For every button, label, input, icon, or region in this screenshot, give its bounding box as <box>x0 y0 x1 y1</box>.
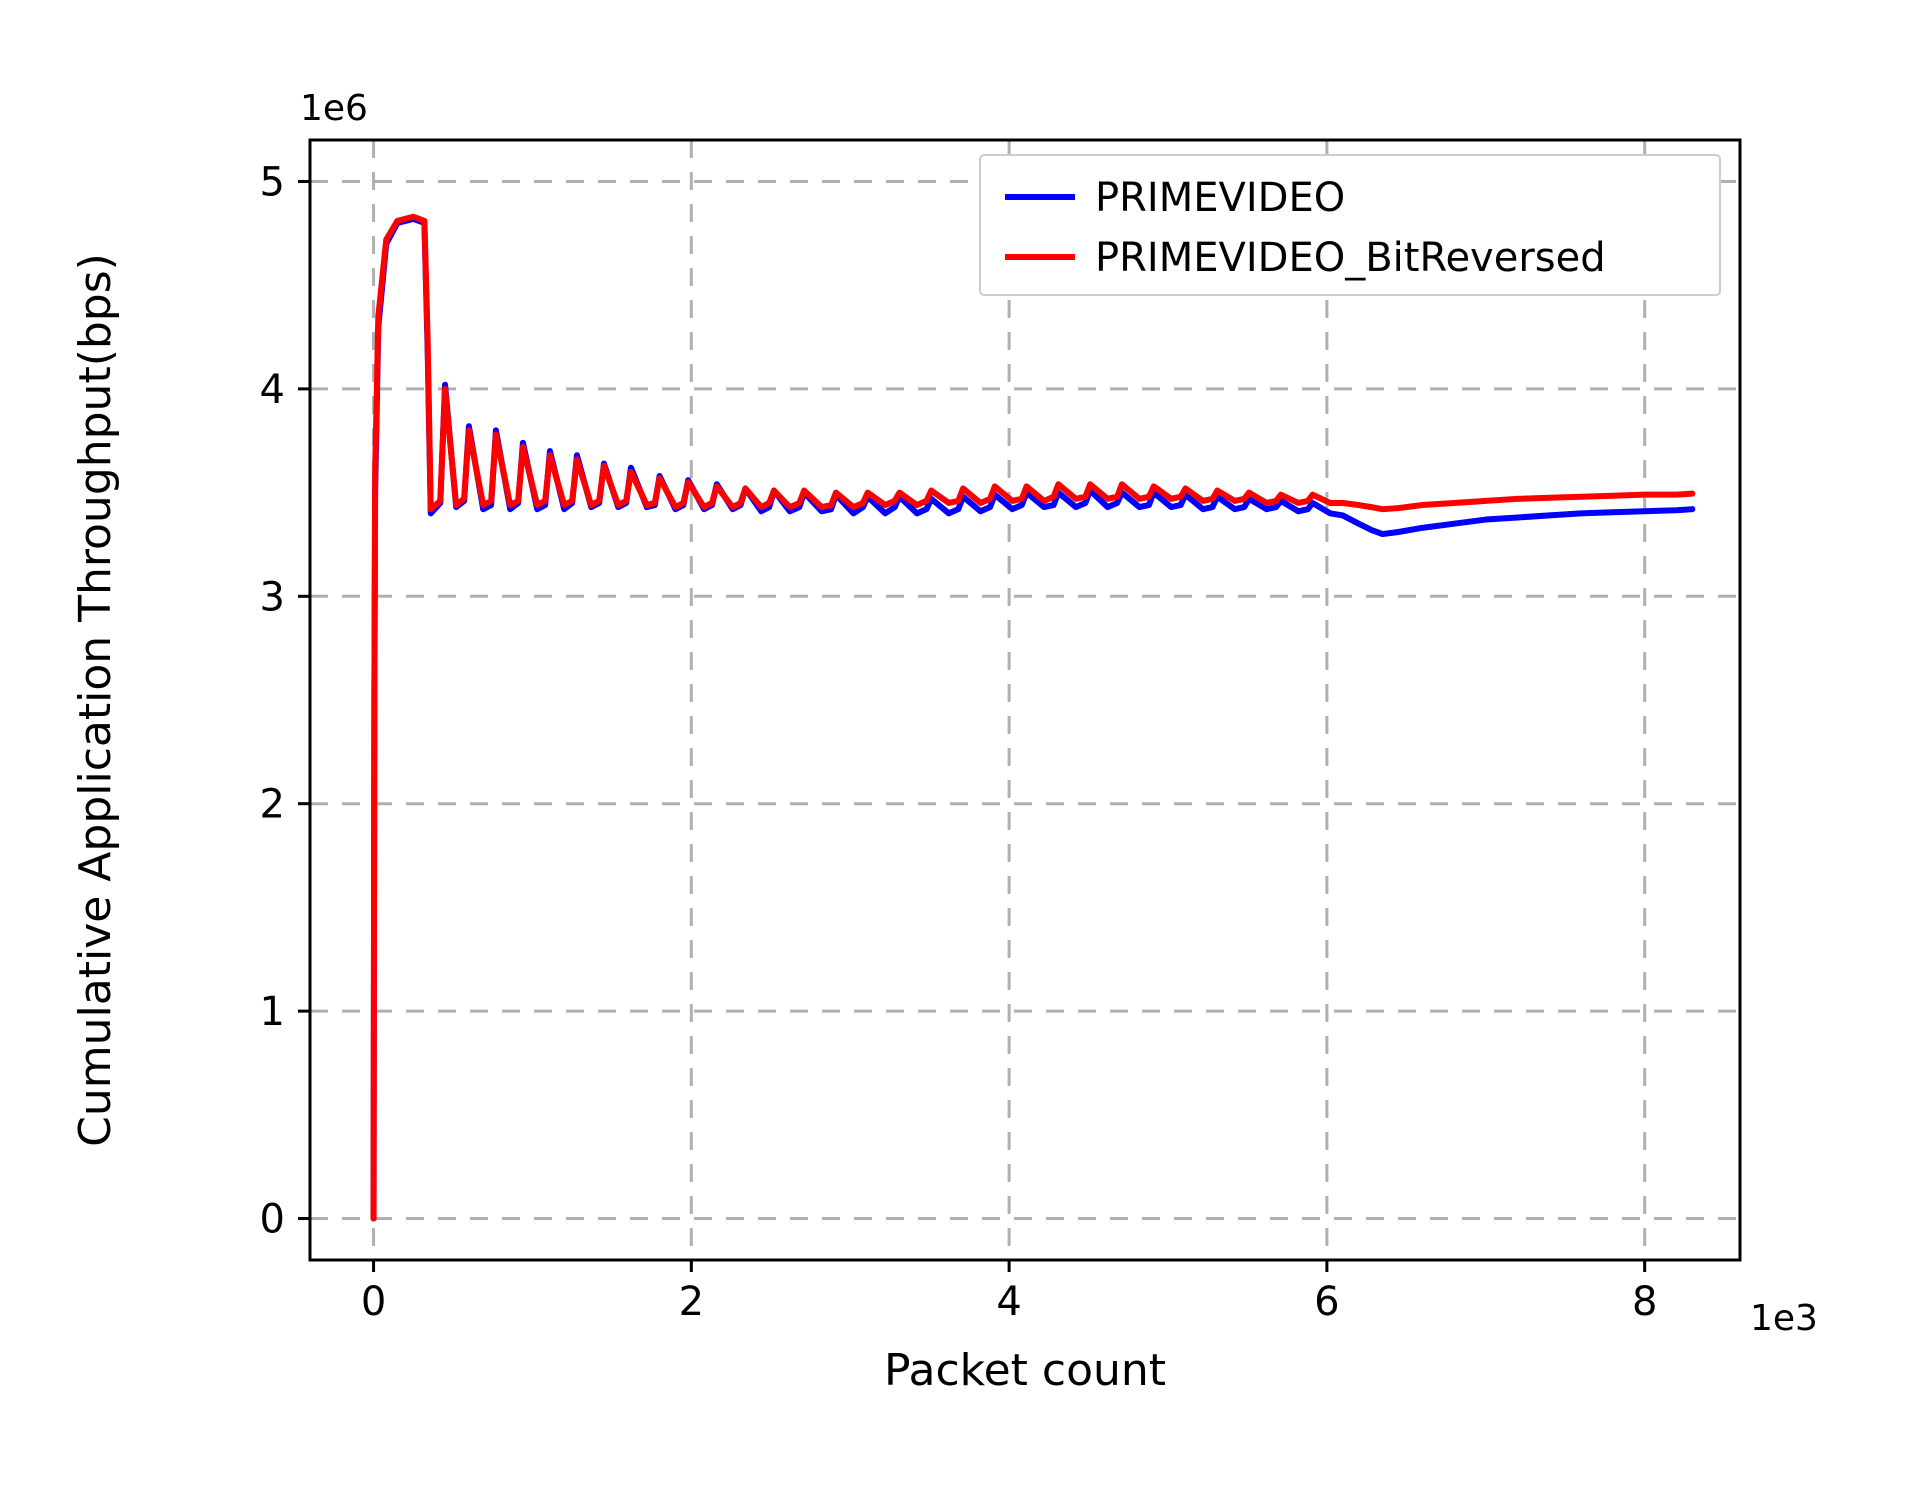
legend-label: PRIMEVIDEO_BitReversed <box>1095 235 1606 281</box>
xtick-label: 0 <box>361 1279 386 1325</box>
throughput-chart: 0 2 4 6 8 0 1 2 3 4 5 1e6 1e3 Packet count Cumulative … <box>0 0 1920 1501</box>
xtick-label: 4 <box>996 1279 1021 1325</box>
ytick-label: 3 <box>260 574 285 620</box>
chart-svg: 0 2 4 6 8 0 1 2 3 4 5 1e6 1e3 Packet count Cumulative … <box>0 0 1920 1501</box>
ytick-label: 1 <box>260 989 285 1035</box>
xtick-label: 2 <box>679 1279 704 1325</box>
y-axis-label: Cumulative Application Throughput(bps) <box>70 253 121 1147</box>
ytick-label: 5 <box>260 159 285 205</box>
ytick-label: 2 <box>260 782 285 828</box>
x-axis-label: Packet count <box>884 1345 1166 1396</box>
ytick-label: 4 <box>260 367 285 413</box>
xtick-label: 6 <box>1314 1279 1339 1325</box>
y-offset-text: 1e6 <box>300 88 368 129</box>
ytick-label: 0 <box>260 1197 285 1243</box>
x-offset-text: 1e3 <box>1750 1298 1818 1339</box>
xtick-label: 8 <box>1632 1279 1657 1325</box>
legend: PRIMEVIDEO PRIMEVIDEO_BitReversed <box>980 155 1720 295</box>
legend-label: PRIMEVIDEO <box>1095 175 1345 221</box>
